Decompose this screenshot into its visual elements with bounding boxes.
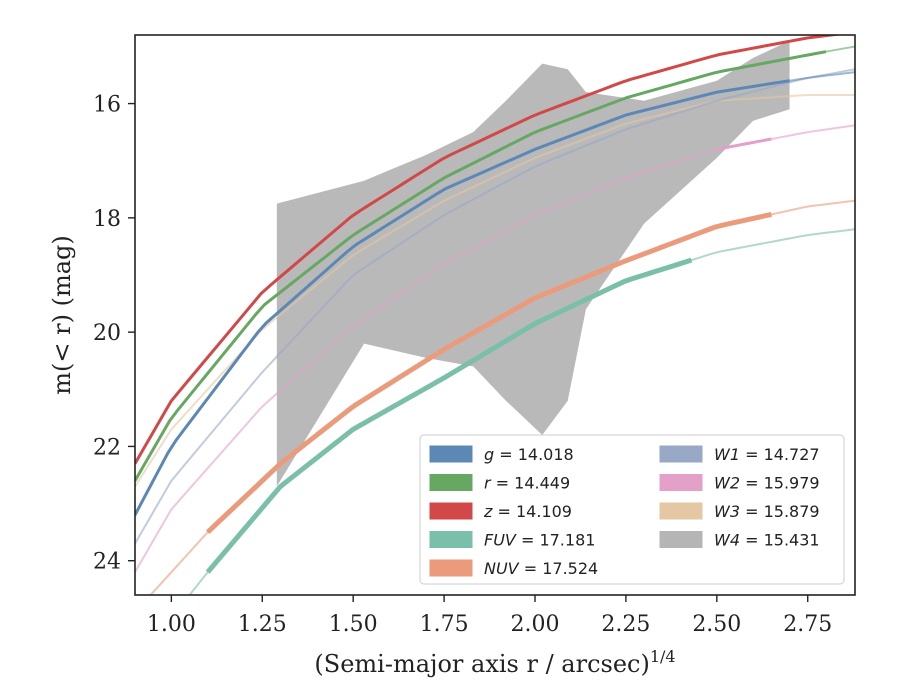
legend-label-nuv: NUV = 17.524 bbox=[484, 559, 598, 578]
x-axis-title-exponent: 1/4 bbox=[650, 647, 676, 666]
x-tick-label: 2.75 bbox=[783, 612, 832, 637]
series-line-w1 bbox=[135, 68, 855, 545]
y-tick-label: 18 bbox=[93, 207, 121, 232]
series-data-r bbox=[135, 50, 827, 482]
series-band-w4 bbox=[276, 40, 790, 487]
series-data-g bbox=[135, 79, 790, 516]
legend-swatch-r bbox=[429, 474, 473, 491]
legend-swatch-w4 bbox=[659, 531, 703, 548]
x-tick-label: 1.75 bbox=[420, 612, 469, 637]
legend-swatch-g bbox=[429, 445, 473, 463]
x-tick-label: 2.25 bbox=[601, 612, 650, 637]
legend-label-r: r = 14.449 bbox=[484, 474, 570, 493]
legend-swatch-w1 bbox=[659, 445, 703, 463]
series-data-fuv bbox=[205, 257, 693, 574]
legend-label-w2: W2 = 15.979 bbox=[714, 474, 820, 493]
legend-label-fuv: FUV = 17.181 bbox=[484, 531, 595, 550]
legend-swatch-nuv bbox=[429, 559, 473, 577]
y-axis-title: m(< r) (mag) bbox=[48, 235, 76, 394]
series-layer bbox=[135, 35, 855, 595]
axis-ticks: 1.00 1.25 1.50 1.75 2.00 2.25 2.50 2.75 16 18 20 22… bbox=[93, 93, 832, 637]
series-data-w2 bbox=[716, 137, 772, 151]
x-tick-label: 2.00 bbox=[511, 612, 560, 637]
series-data-nuv bbox=[206, 211, 772, 534]
x-tick-label: 2.50 bbox=[692, 612, 741, 637]
x-tick-label: 1.25 bbox=[238, 612, 287, 637]
x-tick-label: 1.50 bbox=[329, 612, 378, 637]
y-tick-label: 20 bbox=[93, 321, 121, 346]
legend-label-w1: W1 = 14.727 bbox=[714, 445, 820, 464]
y-tick-label: 16 bbox=[93, 93, 121, 118]
legend-label-w4: W4 = 15.431 bbox=[714, 531, 820, 550]
x-axis-title: (Semi-major axis r / arcsec)1/4 bbox=[314, 647, 675, 678]
legend-swatch-z bbox=[429, 502, 473, 520]
y-tick-label: 22 bbox=[93, 435, 121, 460]
legend-label-g: g = 14.018 bbox=[484, 445, 574, 464]
plot-frame bbox=[134, 34, 856, 596]
legend-box bbox=[419, 434, 845, 585]
legend: g = 14.018 r = 14.449 z = 14.109 FUV = 17.1… bbox=[419, 434, 845, 585]
legend-label-z: z = 14.109 bbox=[483, 502, 572, 521]
legend-label-w3: W3 = 15.879 bbox=[714, 502, 820, 521]
x-tick-label: 1.00 bbox=[147, 612, 196, 637]
legend-swatch-w2 bbox=[659, 474, 703, 491]
series-data-z bbox=[135, 35, 844, 465]
y-tick-label: 24 bbox=[93, 550, 121, 575]
legend-swatch-fuv bbox=[429, 531, 473, 548]
legend-swatch-w3 bbox=[659, 502, 703, 520]
